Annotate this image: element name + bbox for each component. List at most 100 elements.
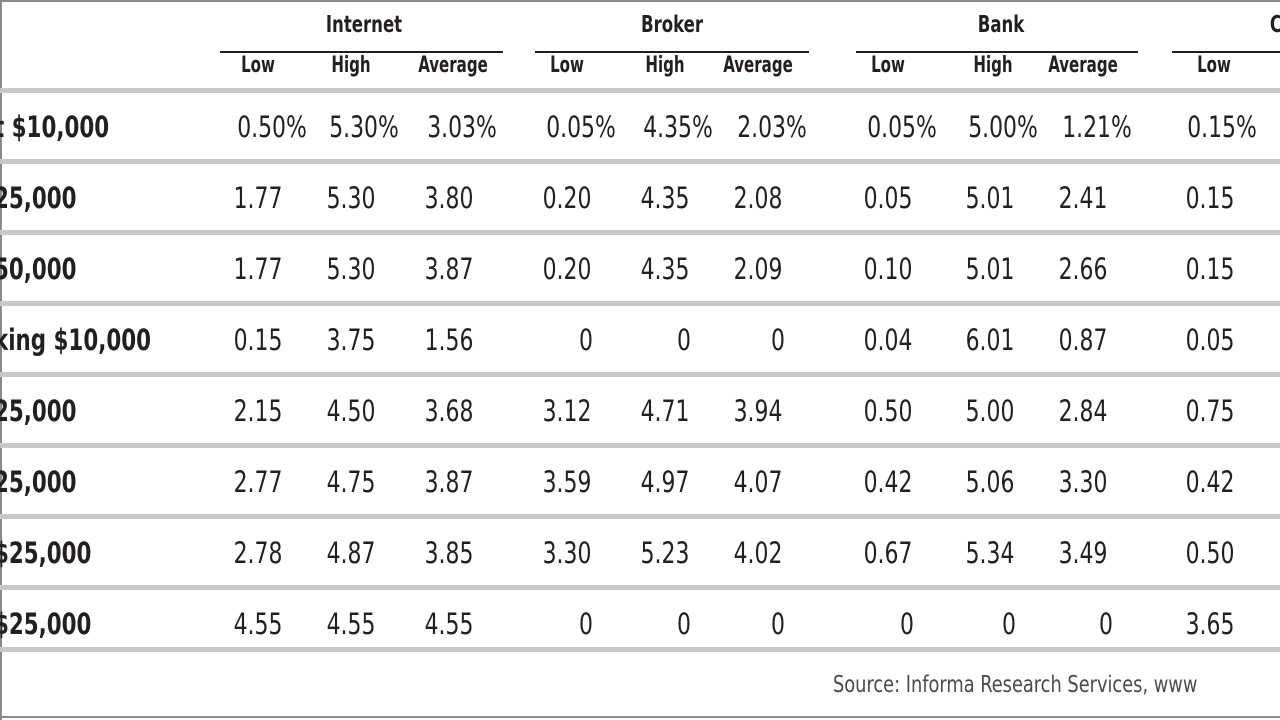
table-row: 25,000 2.77 4.75 3.87 3.59 4.97 4.07 0.4… bbox=[0, 449, 1280, 515]
cell-broker-low: 0.20 bbox=[542, 252, 592, 286]
cell-broker-low: 0.20 bbox=[542, 181, 592, 215]
cell-broker-average: 2.09 bbox=[733, 252, 783, 286]
cell-internet-high: 5.30% bbox=[329, 110, 399, 144]
group-underline-credit bbox=[1172, 51, 1280, 53]
cell-internet-high: 5.30 bbox=[326, 252, 376, 286]
cell-bank-low: 0.42 bbox=[863, 465, 913, 499]
table-border-bottom bbox=[0, 716, 1280, 718]
cell-internet-average: 1.56 bbox=[424, 323, 474, 357]
group-underline-internet bbox=[220, 51, 503, 53]
source-note: Source: Informa Research Services, www bbox=[833, 672, 1198, 698]
row-label: 25,000 bbox=[0, 465, 77, 499]
subheader-bank-average: Average bbox=[1048, 53, 1118, 78]
table-row: king $10,000 0.15 3.75 1.56 0 0 0 0.04 6… bbox=[0, 307, 1280, 373]
subheader-bank-high: High bbox=[973, 53, 1013, 78]
row-label: 25,000 bbox=[0, 181, 77, 215]
cell-credit-low: 0.15 bbox=[1185, 252, 1235, 286]
table-row: $25,000 4.55 4.55 4.55 0 0 0 0 0 0 3.65 … bbox=[0, 591, 1280, 657]
cell-bank-high: 5.34 bbox=[965, 536, 1015, 570]
cell-bank-high: 5.00% bbox=[968, 110, 1038, 144]
cell-bank-low: 0.10 bbox=[863, 252, 913, 286]
cell-broker-high: 4.71 bbox=[640, 394, 690, 428]
cell-broker-high: 0 bbox=[677, 607, 691, 641]
cell-broker-high: 4.97 bbox=[640, 465, 690, 499]
subheader-broker-average: Average bbox=[723, 53, 793, 78]
cell-broker-average: 0 bbox=[771, 607, 785, 641]
row-label: 25,000 bbox=[0, 394, 77, 428]
subheader-bank-low: Low bbox=[871, 53, 905, 78]
group-header-credit: Cr bbox=[1200, 12, 1280, 38]
row-separator bbox=[0, 647, 1280, 652]
row-label: king $10,000 bbox=[0, 323, 151, 357]
cell-broker-average: 2.03% bbox=[737, 110, 807, 144]
cell-bank-low: 0.04 bbox=[863, 323, 913, 357]
cell-bank-average: 1.21% bbox=[1062, 110, 1132, 144]
row-separator bbox=[0, 301, 1280, 306]
cell-bank-low: 0.67 bbox=[863, 536, 913, 570]
cell-internet-high: 3.75 bbox=[326, 323, 376, 357]
cell-internet-low: 2.15 bbox=[233, 394, 283, 428]
cell-bank-high: 5.00 bbox=[965, 394, 1015, 428]
cell-bank-high: 5.01 bbox=[965, 252, 1015, 286]
table-row: 25,000 2.15 4.50 3.68 3.12 4.71 3.94 0.5… bbox=[0, 378, 1280, 444]
cell-broker-average: 3.94 bbox=[733, 394, 783, 428]
cell-internet-high: 5.30 bbox=[326, 181, 376, 215]
row-separator bbox=[0, 585, 1280, 590]
group-underline-broker bbox=[535, 51, 809, 53]
cell-broker-high: 4.35% bbox=[643, 110, 713, 144]
cell-bank-average: 3.30 bbox=[1058, 465, 1108, 499]
cell-broker-high: 4.35 bbox=[640, 181, 690, 215]
row-label: $25,000 bbox=[0, 536, 92, 570]
cell-bank-average: 0.87 bbox=[1058, 323, 1108, 357]
cell-bank-high: 6.01 bbox=[965, 323, 1015, 357]
row-separator bbox=[0, 514, 1280, 519]
row-separator bbox=[0, 159, 1280, 164]
cell-internet-high: 4.50 bbox=[326, 394, 376, 428]
cell-bank-high: 0 bbox=[1002, 607, 1016, 641]
cell-internet-high: 4.55 bbox=[326, 607, 376, 641]
cell-internet-low: 0.50% bbox=[237, 110, 307, 144]
cell-internet-average: 3.87 bbox=[424, 252, 474, 286]
cell-internet-average: 3.85 bbox=[424, 536, 474, 570]
cell-internet-high: 4.75 bbox=[326, 465, 376, 499]
cell-credit-low: 0.15 bbox=[1185, 181, 1235, 215]
cell-internet-low: 2.77 bbox=[233, 465, 283, 499]
table-border-top bbox=[0, 0, 1280, 2]
row-label: 50,000 bbox=[0, 252, 77, 286]
cell-bank-low: 0.50 bbox=[863, 394, 913, 428]
cell-broker-low: 0 bbox=[579, 607, 593, 641]
cell-internet-average: 4.55 bbox=[424, 607, 474, 641]
cell-internet-low: 1.77 bbox=[233, 181, 283, 215]
cell-broker-average: 4.02 bbox=[733, 536, 783, 570]
cell-bank-average: 2.41 bbox=[1058, 181, 1108, 215]
cell-bank-average: 0 bbox=[1099, 607, 1113, 641]
cell-broker-high: 5.23 bbox=[640, 536, 690, 570]
group-header-bank: Bank bbox=[977, 12, 1025, 38]
cell-broker-average: 0 bbox=[771, 323, 785, 357]
cell-credit-low: 3.65 bbox=[1185, 607, 1235, 641]
group-header-internet: Internet bbox=[325, 12, 403, 38]
cell-broker-low: 0.05% bbox=[546, 110, 616, 144]
cell-broker-high: 0 bbox=[677, 323, 691, 357]
cell-bank-low: 0.05 bbox=[863, 181, 913, 215]
cell-broker-low: 3.59 bbox=[542, 465, 592, 499]
table-border-left bbox=[0, 0, 2, 720]
cell-bank-low: 0.05% bbox=[867, 110, 937, 144]
table-row: t $10,000 0.50% 5.30% 3.03% 0.05% 4.35% … bbox=[0, 94, 1280, 160]
cell-credit-low: 0.50 bbox=[1185, 536, 1235, 570]
table-row: 50,000 1.77 5.30 3.87 0.20 4.35 2.09 0.1… bbox=[0, 236, 1280, 302]
cell-bank-average: 2.84 bbox=[1058, 394, 1108, 428]
row-separator bbox=[0, 443, 1280, 448]
cell-internet-average: 3.87 bbox=[424, 465, 474, 499]
cell-broker-low: 3.30 bbox=[542, 536, 592, 570]
cell-credit-low: 0.75 bbox=[1185, 394, 1235, 428]
subheader-broker-low: Low bbox=[550, 53, 584, 78]
row-separator bbox=[0, 88, 1280, 93]
cell-bank-average: 3.49 bbox=[1058, 536, 1108, 570]
row-label: $25,000 bbox=[0, 607, 92, 641]
cell-broker-average: 2.08 bbox=[733, 181, 783, 215]
cell-internet-average: 3.80 bbox=[424, 181, 474, 215]
cell-bank-low: 0 bbox=[900, 607, 914, 641]
cell-credit-low: 0.42 bbox=[1185, 465, 1235, 499]
cell-credit-low: 0.05 bbox=[1185, 323, 1235, 357]
